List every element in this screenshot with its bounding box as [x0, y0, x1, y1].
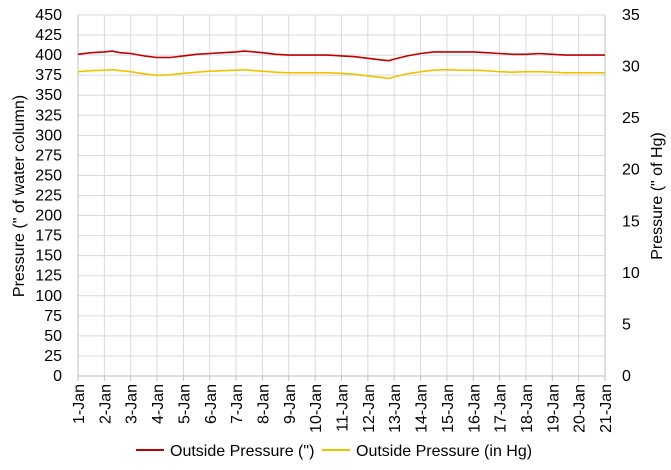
- x-tick-label: 21-Jan: [598, 384, 615, 433]
- x-tick-label: 16-Jan: [466, 384, 483, 433]
- series-lines: [77, 50, 605, 80]
- left-tick-label: 100: [35, 288, 62, 305]
- right-axis-tick-labels: 0 5 10 15 20 25 30 35: [622, 7, 640, 385]
- legend-label-series-1: Outside Pressure ("): [170, 443, 314, 460]
- right-tick-label: 15: [622, 213, 640, 230]
- left-tick-label: 300: [35, 127, 62, 144]
- left-tick-label: 150: [35, 248, 62, 265]
- gridlines: [77, 14, 606, 376]
- left-tick-label: 350: [35, 87, 62, 104]
- right-tick-label: 0: [622, 368, 631, 385]
- left-tick-label: 200: [35, 208, 62, 225]
- series-line-2: [77, 68, 605, 80]
- left-tick-label: 250: [35, 167, 62, 184]
- left-tick-label: 375: [35, 67, 62, 84]
- left-tick-label: 275: [35, 147, 62, 164]
- x-tick-label: 14-Jan: [414, 384, 431, 433]
- right-axis-title: Pressure (" of Hg): [649, 132, 666, 260]
- axes: [77, 15, 606, 381]
- x-tick-label: 1-Jan: [71, 384, 88, 424]
- left-axis-tick-labels: 0 25 50 75 100 125 150 175 200 225 250 275 300 325 350…: [35, 7, 62, 385]
- right-tick-label: 30: [622, 59, 640, 76]
- left-tick-label: 25: [44, 348, 62, 365]
- legend: Outside Pressure (") Outside Pressure (i…: [136, 443, 532, 460]
- x-tick-label: 9-Jan: [282, 384, 299, 424]
- right-tick-label: 25: [622, 110, 640, 127]
- x-tick-label: 3-Jan: [124, 384, 141, 424]
- left-tick-label: 450: [35, 7, 62, 24]
- x-tick-label: 5-Jan: [176, 384, 193, 424]
- right-tick-label: 35: [622, 7, 640, 24]
- x-tick-label: 6-Jan: [203, 384, 220, 424]
- x-tick-label: 18-Jan: [519, 384, 536, 433]
- x-tick-label: 10-Jan: [308, 384, 325, 433]
- x-axis-tick-labels: 1-Jan 2-Jan 3-Jan 4-Jan 5-Jan 6-Jan 7-Jan 8-Jan…: [71, 384, 615, 433]
- x-tick-label: 13-Jan: [387, 384, 404, 433]
- x-tick-label: 19-Jan: [545, 384, 562, 433]
- right-tick-label: 5: [622, 316, 631, 333]
- left-axis-title: Pressure (" of water column): [11, 95, 28, 297]
- left-tick-label: 175: [35, 228, 62, 245]
- left-tick-label: 325: [35, 107, 62, 124]
- right-tick-label: 20: [622, 162, 640, 179]
- x-tick-label: 15-Jan: [440, 384, 457, 433]
- x-tick-label: 20-Jan: [572, 384, 589, 433]
- x-tick-label: 4-Jan: [150, 384, 167, 424]
- left-tick-label: 0: [53, 368, 62, 385]
- legend-label-series-2: Outside Pressure (in Hg): [356, 443, 532, 460]
- x-tick-label: 8-Jan: [255, 384, 272, 424]
- left-tick-label: 400: [35, 47, 62, 64]
- left-tick-label: 425: [35, 27, 62, 44]
- x-tick-label: 7-Jan: [229, 384, 246, 424]
- right-tick-label: 10: [622, 265, 640, 282]
- left-tick-label: 225: [35, 188, 62, 205]
- left-tick-label: 50: [44, 328, 62, 345]
- x-tick-label: 12-Jan: [361, 384, 378, 433]
- series-line-1: [77, 50, 605, 62]
- left-tick-label: 75: [44, 308, 62, 325]
- x-tick-label: 17-Jan: [493, 384, 510, 433]
- left-tick-label: 125: [35, 268, 62, 285]
- x-tick-label: 2-Jan: [97, 384, 114, 424]
- x-tick-label: 11-Jan: [335, 384, 352, 432]
